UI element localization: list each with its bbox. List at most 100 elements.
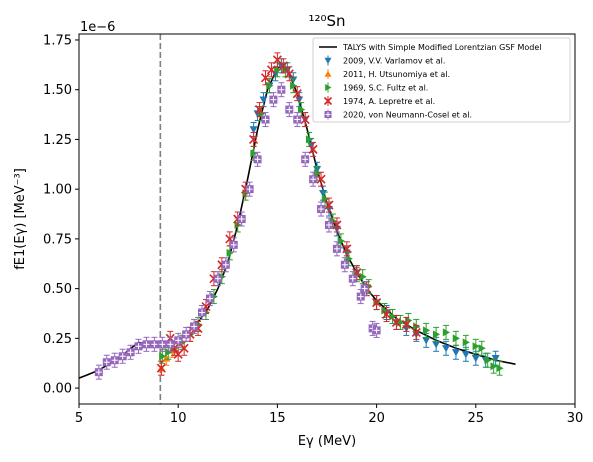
y-axis-label: fE1(Eγ) [MeV⁻³] <box>13 168 28 270</box>
data-point <box>332 217 342 233</box>
y-tick-label: 0.25 <box>43 332 72 347</box>
data-point <box>94 364 103 380</box>
data-point <box>261 112 270 128</box>
data-point <box>342 241 352 257</box>
data-point <box>278 58 288 74</box>
y-tick-label: 0.00 <box>43 382 72 397</box>
data-point <box>478 340 486 356</box>
data-point <box>134 338 143 354</box>
data-point <box>269 92 278 108</box>
legend-item: 2011, H. Utsunomiya et al. <box>324 69 450 79</box>
legend-label: TALYS with Simple Modified Lorentzian GS… <box>342 43 542 52</box>
legend-label: 1969, S.C. Fultz et al. <box>343 84 428 93</box>
data-point <box>118 348 127 364</box>
data-point <box>324 217 333 233</box>
y-tick-label: 0.50 <box>43 282 72 297</box>
data-point <box>432 326 441 342</box>
y-tick-label: 1.75 <box>43 33 72 48</box>
data-point <box>253 151 262 167</box>
data-point <box>158 336 167 352</box>
data-point <box>245 181 254 197</box>
data-point <box>198 304 207 320</box>
data-point <box>452 330 460 346</box>
legend: TALYS with Simple Modified Lorentzian GS… <box>312 37 571 123</box>
data-point <box>285 102 294 118</box>
data-point <box>254 102 265 118</box>
data-point <box>340 257 349 273</box>
data-point <box>300 112 310 128</box>
data-point <box>484 352 492 368</box>
data-point <box>150 336 159 352</box>
y-tick-label: 1.25 <box>43 133 72 148</box>
data-point <box>142 336 151 352</box>
x-tick-label: 25 <box>468 411 485 426</box>
legend-label: 1974, A. Lepretre et al. <box>343 97 435 106</box>
data-point <box>391 314 402 330</box>
series-5 <box>94 82 381 380</box>
data-point <box>156 360 166 376</box>
data-point <box>102 354 111 370</box>
data-point <box>381 306 392 322</box>
data-point <box>229 237 238 253</box>
data-point <box>401 316 411 332</box>
axes: 5 10 15 20 25 30 0.00 0.25 0.50 0.75 1.00 1.25 1.50 1… <box>43 33 583 426</box>
legend-item: 1974, A. Lepretre et al. <box>323 96 435 106</box>
data-point <box>305 131 314 147</box>
data-point <box>462 334 470 350</box>
legend-item: 2009, V.V. Varlamov et al. <box>324 55 445 66</box>
plot-frame <box>78 33 576 405</box>
data-point <box>266 62 277 78</box>
x-tick-label: 30 <box>567 411 584 426</box>
y-tick-label: 1.50 <box>43 83 72 98</box>
x-axis-label: Eγ (MeV) <box>298 434 356 449</box>
data-point <box>317 201 326 217</box>
data-point <box>284 66 294 82</box>
data-point <box>309 171 318 187</box>
data-point <box>292 86 302 102</box>
data-point <box>205 291 214 307</box>
data-point <box>411 324 421 340</box>
data-point <box>324 197 334 213</box>
x-tick-label: 5 <box>75 411 83 426</box>
data-point <box>182 326 191 342</box>
data-point <box>490 358 498 374</box>
legend-item: TALYS with Simple Modified Lorentzian GS… <box>319 43 542 52</box>
data-point <box>213 271 222 287</box>
data-point <box>316 171 326 187</box>
y-tick-label: 1.00 <box>43 183 72 198</box>
legend-label: 2009, V.V. Varlamov et al. <box>343 57 445 66</box>
y-offset-text: 1e−6 <box>80 20 115 35</box>
legend-item: 1969, S.C. Fultz et al. <box>325 82 428 93</box>
legend-box <box>312 37 571 123</box>
y-tick-label: 0.75 <box>43 232 72 247</box>
data-point <box>423 322 431 338</box>
data-point <box>442 324 451 340</box>
data-point <box>442 340 451 356</box>
data-point <box>110 352 119 368</box>
data-point <box>308 141 318 157</box>
chart-title: ¹²⁰Sn <box>308 12 345 30</box>
x-tick-label: 20 <box>368 411 385 426</box>
data-point <box>190 318 199 334</box>
data-point <box>360 281 369 297</box>
data-point <box>348 271 357 287</box>
data-point <box>277 82 286 98</box>
data-point <box>221 257 230 273</box>
data-point <box>249 131 259 147</box>
data-point <box>126 344 135 360</box>
data-point <box>301 151 310 167</box>
x-tick-label: 15 <box>269 411 286 426</box>
data-point <box>293 112 302 128</box>
data-point <box>472 338 480 354</box>
data-point <box>174 332 183 348</box>
plot-area <box>78 34 516 404</box>
data-point <box>461 346 470 362</box>
data-point <box>166 336 175 352</box>
legend-label: 2020, von Neumann-Cosel et al. <box>343 111 472 120</box>
x-tick-label: 10 <box>170 411 187 426</box>
legend-item: 2020, von Neumann-Cosel et al. <box>324 109 472 120</box>
data-point <box>496 360 504 376</box>
data-point <box>372 295 382 311</box>
data-point <box>237 211 246 227</box>
